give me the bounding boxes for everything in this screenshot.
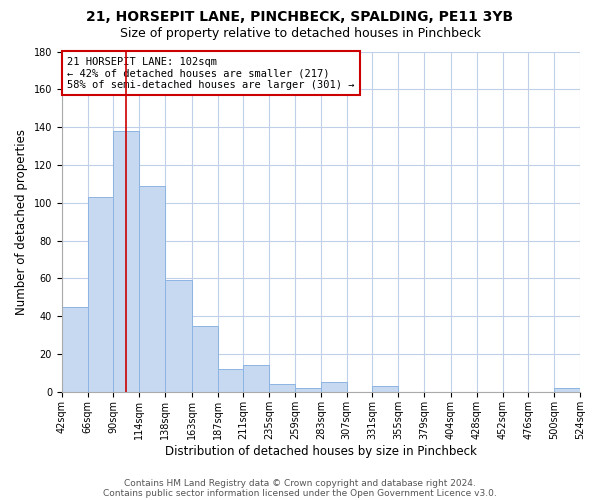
Bar [165, 280, 192, 392]
Y-axis label: Number of detached properties: Number of detached properties [15, 128, 28, 314]
Text: 21, HORSEPIT LANE, PINCHBECK, SPALDING, PE11 3YB: 21, HORSEPIT LANE, PINCHBECK, SPALDING, … [86, 10, 514, 24]
Bar [269, 384, 295, 392]
Bar [554, 388, 580, 392]
Text: Size of property relative to detached houses in Pinchbeck: Size of property relative to detached ho… [119, 28, 481, 40]
Text: 21 HORSEPIT LANE: 102sqm
← 42% of detached houses are smaller (217)
58% of semi-: 21 HORSEPIT LANE: 102sqm ← 42% of detach… [67, 56, 355, 90]
Bar [321, 382, 347, 392]
Bar [218, 369, 244, 392]
X-axis label: Distribution of detached houses by size in Pinchbeck: Distribution of detached houses by size … [165, 444, 477, 458]
Bar [62, 307, 88, 392]
Bar [192, 326, 218, 392]
Bar [113, 131, 139, 392]
Bar [88, 197, 113, 392]
Bar [139, 186, 165, 392]
Text: Contains public sector information licensed under the Open Government Licence v3: Contains public sector information licen… [103, 488, 497, 498]
Bar [244, 366, 269, 392]
Bar [373, 386, 398, 392]
Bar [295, 388, 321, 392]
Text: Contains HM Land Registry data © Crown copyright and database right 2024.: Contains HM Land Registry data © Crown c… [124, 478, 476, 488]
